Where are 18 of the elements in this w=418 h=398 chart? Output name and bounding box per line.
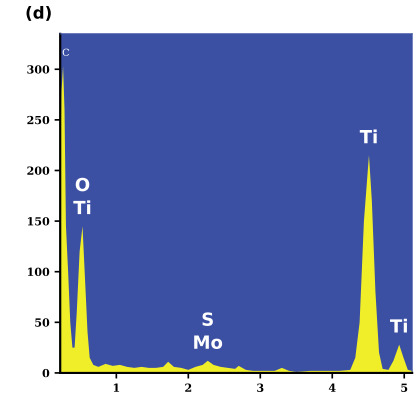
x-tick-label: 5: [401, 384, 408, 392]
y-tick-label: 250: [27, 116, 50, 124]
y-tick-label: 200: [27, 166, 50, 175]
y-tick-label: 150: [28, 217, 50, 226]
annotation: C: [62, 48, 69, 56]
annotation: Ti: [390, 318, 407, 332]
y-tick-label: 300: [27, 65, 50, 74]
chart-title: (d): [26, 6, 51, 21]
annotation: O Ti: [73, 178, 90, 214]
x-tick-label: 1: [114, 384, 120, 392]
x-tick-label: 4: [328, 384, 336, 392]
annotation: S Mo: [194, 312, 222, 349]
y-tick-label: 0: [42, 368, 50, 378]
y-tick-label: 50: [35, 318, 50, 327]
x-tick-label: 3: [257, 384, 264, 392]
y-tick-label: 100: [28, 268, 50, 276]
x-tick-label: 2: [185, 384, 192, 392]
annotation: Ti: [360, 129, 377, 144]
